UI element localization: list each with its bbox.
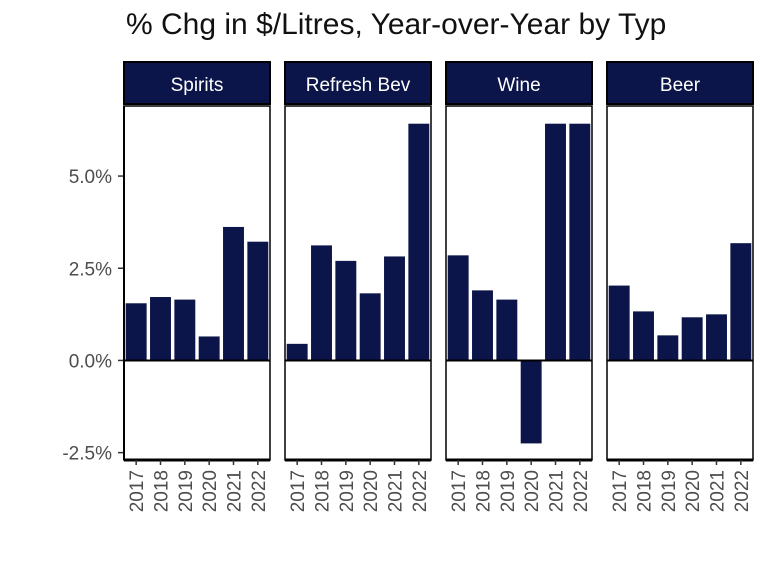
facet-strip-label: Spirits <box>171 75 224 96</box>
x-tick-label: 2018 <box>474 470 495 512</box>
x-tick-label: 2017 <box>288 470 309 512</box>
chart-title: % Chg in $/Litres, Year-over-Year by Typ <box>126 8 667 41</box>
bar <box>472 290 493 361</box>
bar <box>286 343 308 361</box>
facet-strip <box>606 61 754 105</box>
x-tick-label: 2021 <box>225 470 246 512</box>
y-tick-label: 2.5% <box>69 259 112 280</box>
bar <box>198 336 220 361</box>
bar <box>247 241 269 361</box>
x-tick-label: 2018 <box>152 470 173 512</box>
bar <box>520 360 542 444</box>
bar <box>150 297 171 361</box>
x-tick-label: 2019 <box>337 470 358 512</box>
x-tick-label: 2021 <box>547 470 568 512</box>
y-tick-label: -2.5% <box>62 444 112 465</box>
facet-strip <box>284 61 432 105</box>
bar <box>359 293 381 361</box>
x-tick-label: 2020 <box>200 470 221 512</box>
x-tick-label: 2021 <box>708 470 729 512</box>
x-tick-label: 2021 <box>386 470 407 512</box>
x-tick-label: 2022 <box>249 470 270 512</box>
bar <box>633 311 654 361</box>
facet-panel <box>606 105 754 461</box>
x-tick-label: 2022 <box>571 470 592 512</box>
facet-strip-label: Wine <box>497 75 540 96</box>
facet-panel <box>445 105 593 461</box>
bar <box>311 245 332 361</box>
bar <box>681 317 703 361</box>
x-tick-label: 2017 <box>449 470 470 512</box>
x-tick-label: 2022 <box>732 470 753 512</box>
bar <box>730 243 752 361</box>
x-tick-label: 2018 <box>313 470 334 512</box>
x-tick-label: 2019 <box>498 470 519 512</box>
facet-strip-label: Refresh Bev <box>306 75 411 96</box>
bar <box>545 123 566 361</box>
x-tick-label: 2017 <box>127 470 148 512</box>
facet-strip <box>123 61 271 105</box>
x-tick-label: 2018 <box>635 470 656 512</box>
bar <box>223 226 244 361</box>
bar <box>408 123 430 361</box>
x-tick-label: 2017 <box>610 470 631 512</box>
x-tick-label: 2019 <box>659 470 680 512</box>
facet-panel <box>123 105 271 461</box>
x-tick-label: 2020 <box>683 470 704 512</box>
y-tick-label: 5.0% <box>69 167 112 188</box>
bar <box>569 123 591 361</box>
bar <box>496 299 518 361</box>
facet-strip-label: Beer <box>660 75 701 96</box>
bar <box>384 256 405 361</box>
x-tick-label: 2020 <box>522 470 543 512</box>
x-tick-label: 2019 <box>176 470 197 512</box>
bar <box>335 260 357 361</box>
facet-strip <box>445 61 593 105</box>
x-tick-label: 2022 <box>410 470 431 512</box>
bar <box>706 314 727 361</box>
facet-panel <box>284 105 432 461</box>
x-tick-label: 2020 <box>361 470 382 512</box>
bar <box>657 335 679 361</box>
bar <box>608 285 630 361</box>
bar <box>447 255 469 361</box>
bar <box>174 299 196 361</box>
bar <box>125 303 147 361</box>
y-tick-label: 0.0% <box>69 351 112 372</box>
